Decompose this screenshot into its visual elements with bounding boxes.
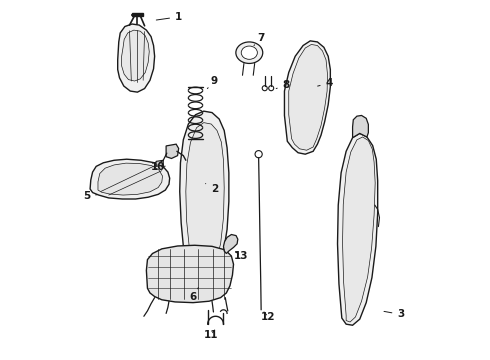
Polygon shape [147, 245, 234, 303]
Text: 7: 7 [254, 33, 265, 45]
Polygon shape [289, 44, 327, 150]
Text: 5: 5 [83, 191, 97, 201]
Polygon shape [180, 111, 229, 268]
Polygon shape [98, 163, 163, 195]
Polygon shape [223, 234, 238, 253]
Text: 12: 12 [261, 312, 275, 322]
Ellipse shape [236, 42, 263, 63]
Polygon shape [338, 134, 378, 325]
Text: 6: 6 [189, 288, 198, 302]
Text: 10: 10 [151, 162, 166, 172]
Text: 3: 3 [384, 310, 405, 319]
Polygon shape [285, 41, 330, 154]
Polygon shape [118, 24, 155, 92]
Text: 9: 9 [207, 76, 218, 89]
Polygon shape [179, 250, 226, 269]
Ellipse shape [241, 46, 257, 59]
Polygon shape [186, 123, 224, 264]
Polygon shape [353, 116, 368, 138]
Text: 8: 8 [276, 80, 290, 90]
Text: 4: 4 [318, 78, 333, 88]
Polygon shape [156, 160, 163, 166]
Polygon shape [90, 159, 170, 199]
Polygon shape [132, 13, 143, 17]
Text: 13: 13 [233, 251, 248, 261]
Text: 11: 11 [204, 330, 218, 340]
Polygon shape [122, 30, 149, 81]
Polygon shape [166, 144, 179, 158]
Text: 1: 1 [156, 12, 182, 22]
Polygon shape [343, 137, 375, 322]
Text: 2: 2 [205, 184, 218, 194]
